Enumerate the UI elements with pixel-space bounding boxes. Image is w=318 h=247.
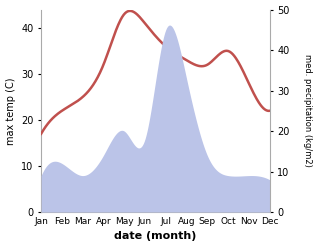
Y-axis label: max temp (C): max temp (C)	[5, 77, 16, 144]
X-axis label: date (month): date (month)	[114, 231, 197, 242]
Y-axis label: med. precipitation (kg/m2): med. precipitation (kg/m2)	[303, 54, 313, 167]
